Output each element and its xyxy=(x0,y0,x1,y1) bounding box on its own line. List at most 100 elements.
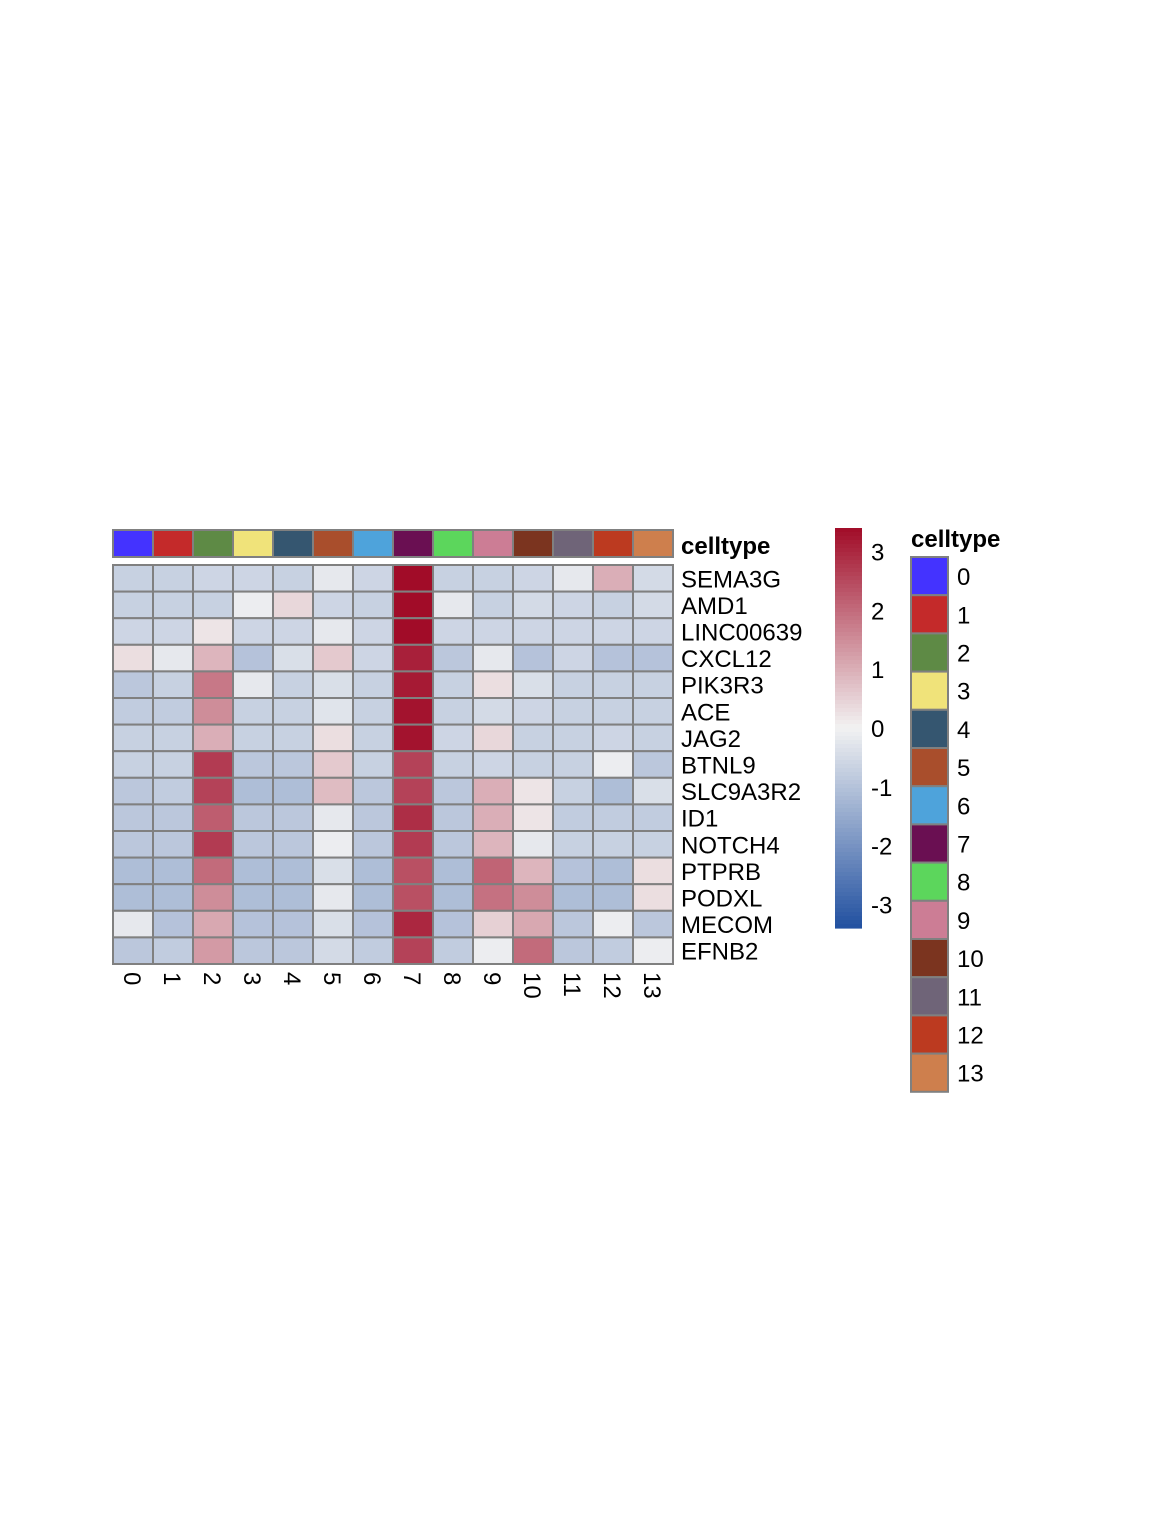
heatmap-cell xyxy=(152,617,194,646)
heatmap-cell xyxy=(592,883,634,912)
legend-swatch xyxy=(910,1014,949,1055)
heatmap-cell xyxy=(112,803,154,833)
heatmap-cell xyxy=(352,776,394,806)
heatmap-cell xyxy=(192,909,234,939)
colorbar-segment xyxy=(835,644,862,649)
heatmap-cell xyxy=(432,723,474,753)
colorbar-tick-label: -3 xyxy=(871,892,892,919)
legend-label: 1 xyxy=(957,602,970,629)
heatmap-cell xyxy=(432,909,474,939)
colorbar-segment xyxy=(835,712,862,717)
colorbar-segment xyxy=(835,740,862,745)
colorbar-segment xyxy=(835,588,862,593)
heatmap-cell xyxy=(552,590,594,620)
heatmap-cell xyxy=(312,909,354,939)
colorbar-segment xyxy=(835,884,862,889)
heatmap-cell xyxy=(592,670,634,700)
heatmap-cell xyxy=(592,856,634,886)
heatmap-cell xyxy=(632,883,674,912)
heatmap-cell xyxy=(152,723,194,753)
colorbar-segment xyxy=(835,924,862,929)
colorbar-segment xyxy=(835,668,862,673)
heatmap-cell xyxy=(392,590,434,620)
colorbar-segment xyxy=(835,528,862,533)
heatmap-cell xyxy=(592,617,634,646)
heatmap-cell xyxy=(232,909,274,939)
heatmap-cell xyxy=(272,830,314,859)
annotation-cell xyxy=(152,529,194,558)
heatmap-cell xyxy=(592,697,634,726)
heatmap-cell xyxy=(552,750,594,779)
heatmap-cell xyxy=(632,643,674,673)
heatmap-cell xyxy=(632,617,674,646)
colorbar-segment xyxy=(835,800,862,805)
heatmap-grid xyxy=(112,564,674,966)
colorbar-segment xyxy=(835,784,862,789)
annotation-row-label: celltype xyxy=(681,533,770,560)
heatmap-cell xyxy=(432,590,474,620)
heatmap-cell xyxy=(512,909,554,939)
heatmap-cell xyxy=(112,856,154,886)
gene-label: AMD1 xyxy=(681,593,748,620)
heatmap-cell xyxy=(592,830,634,859)
colorbar-segment xyxy=(835,792,862,797)
colorbar-segment xyxy=(835,636,862,641)
heatmap-cell xyxy=(272,697,314,726)
colorbar-segment xyxy=(835,696,862,701)
cluster-label: 11 xyxy=(558,972,585,997)
heatmap-cell xyxy=(392,723,434,753)
heatmap-cell xyxy=(352,830,394,859)
heatmap-cell xyxy=(552,883,594,912)
heatmap-cell xyxy=(152,856,194,886)
colorbar-segment xyxy=(835,736,862,741)
heatmap-cell xyxy=(312,750,354,779)
colorbar-segment xyxy=(835,692,862,697)
heatmap-cell xyxy=(432,697,474,726)
heatmap-cell xyxy=(112,617,154,646)
heatmap-cell xyxy=(632,803,674,833)
heatmap-cell xyxy=(272,776,314,806)
colorbar-segment xyxy=(835,704,862,709)
heatmap-cell xyxy=(312,617,354,646)
colorbar-segment xyxy=(835,536,862,541)
heatmap-cell xyxy=(152,750,194,779)
colorbar-segment xyxy=(835,872,862,877)
legend-label: 9 xyxy=(957,908,970,935)
heatmap-cell xyxy=(552,909,594,939)
heatmap-cell xyxy=(472,883,514,912)
legend-label: 4 xyxy=(957,717,970,744)
heatmap-cell xyxy=(512,750,554,779)
color-scale-legend xyxy=(835,528,862,929)
heatmap-cell xyxy=(352,883,394,912)
colorbar-segment xyxy=(835,844,862,849)
gene-label: MECOM xyxy=(681,912,773,939)
colorbar-segment xyxy=(835,812,862,817)
heatmap-cell xyxy=(192,856,234,886)
colorbar-segment xyxy=(835,788,862,793)
heatmap-cell xyxy=(192,776,234,806)
colorbar-segment xyxy=(835,852,862,857)
heatmap-cell xyxy=(152,776,194,806)
heatmap-cell xyxy=(472,670,514,700)
colorbar-tick-label: 2 xyxy=(871,598,884,625)
heatmap-cell xyxy=(472,750,514,779)
colorbar-segment xyxy=(835,624,862,629)
colorbar-segment xyxy=(835,596,862,601)
colorbar-segment xyxy=(835,824,862,829)
heatmap-cell xyxy=(592,723,634,753)
heatmap-cell xyxy=(392,643,434,673)
colorbar-segment xyxy=(835,584,862,589)
annotation-cell xyxy=(472,529,514,558)
heatmap-cell xyxy=(192,670,234,700)
celltype-annotation-row xyxy=(112,529,674,558)
heatmap-cell xyxy=(312,830,354,859)
heatmap-cell xyxy=(232,670,274,700)
colorbar-segment xyxy=(835,592,862,597)
heatmap-cell xyxy=(272,750,314,779)
heatmap-cell xyxy=(112,776,154,806)
annotation-cell xyxy=(272,529,314,558)
colorbar-segment xyxy=(835,920,862,925)
heatmap-cell xyxy=(112,936,154,966)
heatmap-cell xyxy=(152,564,194,593)
heatmap-cell xyxy=(512,670,554,700)
